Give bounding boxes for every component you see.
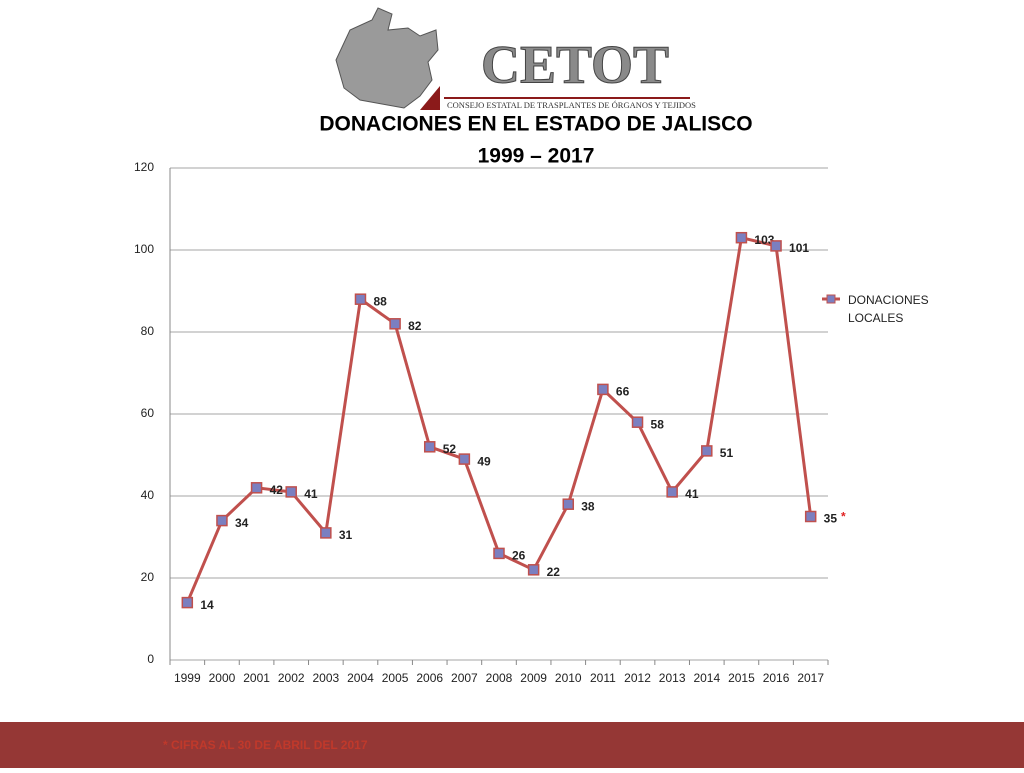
- marker: [493, 547, 505, 560]
- y-tick-label: 0: [147, 652, 154, 666]
- x-tick-label: 2000: [209, 671, 236, 685]
- y-tick-label: 80: [141, 324, 155, 338]
- y-tick-label: 100: [134, 242, 154, 256]
- marker: [527, 564, 540, 576]
- value-label: 51: [720, 446, 734, 460]
- x-tick-label: 2009: [520, 671, 547, 685]
- x-tick-label: 2005: [382, 671, 409, 685]
- logo-map: [335, 7, 439, 109]
- value-label: 38: [581, 499, 595, 513]
- x-tick-label: 2012: [624, 671, 651, 685]
- annotation: *: [841, 510, 846, 524]
- value-label: 35: [824, 512, 838, 526]
- y-tick-label: 40: [141, 488, 155, 502]
- marker: [423, 441, 436, 453]
- value-label: 31: [339, 528, 353, 542]
- marker: [666, 486, 678, 498]
- marker: [631, 416, 644, 428]
- logo-subtitle: CONSEJO ESTATAL DE TRASPLANTES DE ÓRGANO…: [447, 100, 696, 110]
- x-tick-label: 2011: [590, 671, 616, 685]
- value-label: 22: [547, 565, 561, 579]
- x-tick-label: 2008: [486, 671, 513, 685]
- value-label: 26: [512, 549, 526, 563]
- legend-label: DONACIONES LOCALES: [848, 293, 929, 325]
- x-tick-label: 2017: [797, 671, 824, 685]
- marker: [250, 482, 263, 494]
- x-tick-label: 2010: [555, 671, 582, 685]
- value-label: 34: [235, 516, 249, 530]
- marker: [216, 514, 228, 527]
- chart-subtitle: 1999 – 2017: [478, 145, 595, 168]
- marker: [320, 527, 332, 539]
- logo-name: CETOT: [481, 34, 669, 94]
- marker: [354, 293, 367, 305]
- footnote: * CIFRAS AL 30 DE ABRIL DEL 2017: [163, 738, 368, 752]
- logo-triangle: [420, 86, 440, 110]
- value-label: 14: [200, 598, 214, 612]
- value-label: 42: [270, 483, 284, 497]
- x-tick-label: 2002: [278, 671, 305, 685]
- value-label: 41: [685, 487, 699, 501]
- x-tick-label: 2007: [451, 671, 478, 685]
- value-label: 41: [304, 487, 318, 501]
- logo: CETOT CONSEJO ESTATAL DE TRASPLANTES DE …: [324, 0, 700, 110]
- marker: [770, 240, 782, 252]
- marker: [285, 486, 297, 498]
- chart-title: DONACIONES EN EL ESTADO DE JALISCO: [319, 113, 752, 136]
- y-tick-label: 20: [141, 570, 155, 584]
- value-label: 88: [373, 294, 387, 308]
- marker: [735, 231, 748, 244]
- x-tick-label: 2016: [763, 671, 790, 685]
- y-tick-label: 120: [134, 160, 154, 174]
- x-tick-label: 2014: [693, 671, 720, 685]
- marker: [181, 596, 194, 609]
- x-tick-label: 2015: [728, 671, 755, 685]
- x-tick-label: 2001: [243, 671, 270, 685]
- marker: [562, 498, 575, 510]
- value-label: 66: [616, 385, 630, 399]
- x-tick-label: 2013: [659, 671, 686, 685]
- value-label: 101: [789, 241, 809, 255]
- marker: [458, 453, 471, 465]
- x-tick-label: 2004: [347, 671, 374, 685]
- footer-bar: [0, 722, 1024, 768]
- value-label: 58: [651, 417, 665, 431]
- value-label: 103: [754, 233, 774, 247]
- marker: [597, 383, 609, 396]
- marker: [701, 445, 713, 457]
- y-tick-label: 60: [141, 406, 155, 420]
- marker: [389, 318, 401, 330]
- value-label: 52: [443, 442, 457, 456]
- x-tick-label: 2006: [416, 671, 443, 685]
- x-tick-label: 2003: [312, 671, 339, 685]
- marker: [804, 510, 817, 523]
- x-tick-label: 1999: [174, 671, 201, 685]
- legend-marker: [826, 294, 836, 304]
- value-label: 49: [477, 454, 491, 468]
- value-label: 82: [408, 319, 422, 333]
